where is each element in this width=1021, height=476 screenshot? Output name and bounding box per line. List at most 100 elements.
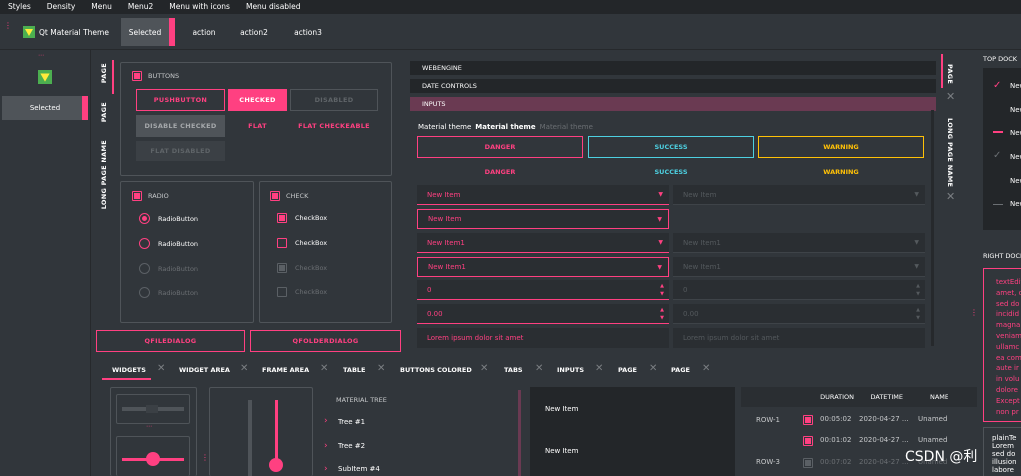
toolbox-inputs[interactable]: INPUTS (410, 97, 936, 111)
vtab-right-page[interactable]: PAGE (946, 64, 954, 85)
toolbox-date-controls[interactable]: DATE CONTROLS (410, 79, 936, 93)
close-icon[interactable]: ✕ (595, 363, 604, 374)
drag-handle-icon[interactable]: ⋮ (970, 308, 978, 317)
spin-arrows-icon[interactable]: ▲ ▼ (660, 307, 664, 321)
drag-handle-icon[interactable]: ⋯ (146, 423, 152, 430)
left-selected-button[interactable]: Selected (2, 96, 88, 120)
checkbox-1[interactable]: CheckBox (277, 213, 327, 223)
danger-button[interactable]: DANGER (417, 136, 583, 158)
drag-handle-icon[interactable]: ⋯ (38, 52, 44, 59)
table-header-name[interactable]: NAME (930, 393, 948, 401)
tab-widget-area[interactable]: WIDGET AREA (179, 366, 230, 374)
text-edit[interactable]: textEdit amet, c sed do incidid magna veniam u… (983, 268, 1021, 422)
line-edit[interactable]: Lorem ipsum dolor sit amet (417, 328, 669, 348)
radio-groupbox-title[interactable]: RADIO (132, 191, 169, 201)
menu-disabled[interactable]: Menu disabled (245, 2, 301, 11)
radio-button-1[interactable]: RadioButton (139, 213, 198, 224)
groupbox-checkbox[interactable] (270, 191, 280, 201)
check-groupbox-title[interactable]: CHECK (270, 191, 308, 201)
row-checkbox[interactable] (803, 458, 813, 468)
dock-list-item[interactable]: New (1010, 177, 1021, 185)
table-header-duration[interactable]: DURATION (820, 393, 854, 401)
close-icon[interactable]: ✕ (946, 90, 956, 103)
tree-branch-icon[interactable]: › (324, 464, 328, 474)
close-icon[interactable]: ✕ (649, 363, 658, 374)
toolbox-webengine[interactable]: WEBENGINE (410, 61, 936, 75)
groupbox-checkbox[interactable] (132, 71, 142, 81)
close-icon[interactable]: ✕ (157, 363, 166, 374)
vslider-track[interactable] (275, 400, 278, 466)
menu-styles[interactable]: Styles (8, 2, 31, 11)
dock-list-item[interactable]: New (1010, 82, 1021, 90)
spinbox-int[interactable]: 0 ▲ ▼ (417, 280, 669, 300)
dock-list-item[interactable]: New (1010, 200, 1021, 208)
inputs-scrollbar[interactable] (931, 110, 934, 346)
row-checkbox[interactable] (803, 415, 813, 425)
vslider-handle[interactable] (269, 458, 283, 472)
tree-item[interactable]: SubItem #4 (338, 465, 380, 473)
radio-button-2[interactable]: RadioButton (139, 238, 198, 249)
qfiledialog-button[interactable]: QFILEDIALOG (96, 330, 245, 352)
dock-list-item[interactable]: New (1010, 129, 1021, 137)
success-flat-button[interactable]: SUCCESS (654, 168, 688, 176)
tab-page-1[interactable]: PAGE (618, 366, 637, 374)
groupbox-checkbox[interactable] (132, 191, 142, 201)
checked-button[interactable]: CHECKED (228, 89, 287, 111)
drag-handle-icon[interactable]: ⋮ (201, 453, 209, 462)
danger-flat-button[interactable]: DANGER (484, 168, 516, 176)
toolbar-action2-button[interactable]: action2 (232, 18, 276, 46)
tree-branch-icon[interactable]: › (324, 416, 328, 426)
close-icon[interactable]: ✕ (702, 363, 711, 374)
close-icon[interactable]: ✕ (535, 363, 544, 374)
tree-item[interactable]: Tree #1 (338, 418, 366, 426)
tab-page-2[interactable]: PAGE (671, 366, 690, 374)
menu-density[interactable]: Density (46, 2, 76, 11)
row-checkbox[interactable] (803, 436, 813, 446)
flat-button[interactable]: FLAT (228, 115, 287, 137)
tab-tabs[interactable]: TABS (504, 366, 523, 374)
list-item[interactable]: New Item (545, 405, 579, 413)
tab-frame-area[interactable]: FRAME AREA (262, 366, 310, 374)
dock-list-item[interactable]: New (1010, 106, 1021, 114)
menu-with-icons[interactable]: Menu with icons (169, 2, 230, 11)
table-header-datetime[interactable]: DATETIME (870, 393, 903, 401)
close-icon[interactable]: ✕ (480, 363, 489, 374)
pushbutton[interactable]: PUSHBUTTON (136, 89, 225, 111)
toolbar-action-button[interactable]: action (184, 18, 224, 46)
app-title-button[interactable]: Qt Material Theme (22, 18, 110, 46)
tree-scrollbar[interactable] (518, 390, 521, 476)
flat-checkeable-button[interactable]: FLAT CHECKEABLE (290, 115, 378, 137)
success-button[interactable]: SUCCESS (588, 136, 754, 158)
toolbar-selected-button[interactable]: Selected (121, 18, 175, 46)
close-icon[interactable]: ✕ (377, 363, 386, 374)
warning-button[interactable]: WARNING (758, 136, 924, 158)
warning-flat-button[interactable]: WARNING (823, 168, 859, 176)
vtab-page-1[interactable]: PAGE (100, 63, 108, 84)
buttons-groupbox-title[interactable]: BUTTONS (132, 71, 179, 81)
combo-box-2[interactable]: New Item ▼ (417, 209, 669, 229)
vtab-long-page-name[interactable]: LONG PAGE NAME (100, 140, 108, 210)
tree-item[interactable]: Tree #2 (338, 442, 366, 450)
close-icon[interactable]: ✕ (946, 190, 956, 203)
vtab-page-2[interactable]: PAGE (100, 102, 108, 123)
combo-box-3[interactable]: New Item1 ▼ (417, 233, 669, 253)
tab-table[interactable]: TABLE (343, 366, 366, 374)
combo-box-4[interactable]: New Item1 ▼ (417, 257, 669, 277)
qfolderdialog-button[interactable]: QFOLDERDIALOG (250, 330, 401, 352)
list-item[interactable]: New Item (545, 447, 579, 455)
menu-menu2[interactable]: Menu2 (127, 2, 154, 11)
plain-text-edit[interactable]: plainTe Lorem sed do illusion labore (983, 427, 1021, 476)
dock-list-item[interactable]: New (1010, 153, 1021, 161)
spin-arrows-icon[interactable]: ▲ ▼ (660, 283, 664, 297)
hslider-handle[interactable] (146, 452, 160, 466)
vtab-right-long-page-name[interactable]: LONG PAGE NAME (946, 118, 954, 188)
combo-box-1[interactable]: New Item ▼ (417, 185, 669, 205)
tab-buttons-colored[interactable]: BUTTONS COLORED (400, 366, 472, 374)
tab-inputs[interactable]: INPUTS (557, 366, 585, 374)
toolbar-action3-button[interactable]: action3 (286, 18, 330, 46)
spinbox-double[interactable]: 0.00 ▲ ▼ (417, 304, 669, 324)
close-icon[interactable]: ✕ (320, 363, 329, 374)
close-icon[interactable]: ✕ (240, 363, 249, 374)
menu-menu[interactable]: Menu (91, 2, 112, 11)
checkbox-2[interactable]: CheckBox (277, 238, 327, 248)
